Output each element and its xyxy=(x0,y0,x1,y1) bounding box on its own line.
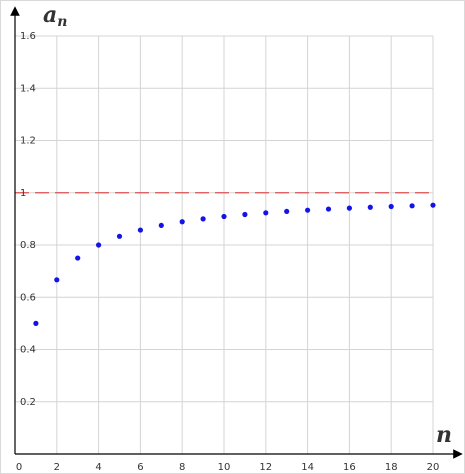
y-axis-label: an xyxy=(43,2,67,30)
data-point-n6 xyxy=(137,227,143,233)
y-tick-label-1.4: 1.4 xyxy=(20,83,36,94)
data-point-n3 xyxy=(75,255,81,261)
x-tick-label-12: 12 xyxy=(259,462,272,473)
data-point-n8 xyxy=(179,219,185,225)
y-tick-label-0.2: 0.2 xyxy=(20,397,36,408)
data-point-n15 xyxy=(325,206,332,212)
y-tick-label-1: 1 xyxy=(20,188,26,199)
data-point-n10 xyxy=(221,213,227,220)
data-point-n17 xyxy=(367,204,373,210)
y-tick-label-1.6: 1.6 xyxy=(20,31,36,42)
data-point-n14 xyxy=(305,207,311,213)
data-point-n9 xyxy=(200,216,206,222)
data-point-n20 xyxy=(430,202,436,208)
data-point-n4 xyxy=(96,242,102,248)
x-tick-label-6: 6 xyxy=(137,462,143,473)
x-tick-label-16: 16 xyxy=(343,462,356,473)
y-tick-label-0.4: 0.4 xyxy=(20,345,36,356)
tick-labels: 0 2 4 6 8 10 12 14 16 18 20 0.2 0.4 0.6 0.8 1 1.2 1.4 1.6 xyxy=(16,31,440,473)
data-point-n12 xyxy=(263,210,269,216)
y-axis-label-main: a xyxy=(43,2,57,28)
x-tick-label-18: 18 xyxy=(385,462,398,473)
x-tick-label-20: 20 xyxy=(427,462,440,473)
x-tick-label-2: 2 xyxy=(54,462,60,473)
data-point-n2 xyxy=(54,277,60,283)
data-points xyxy=(33,202,436,326)
axes xyxy=(10,6,463,459)
y-tick-label-0.6: 0.6 xyxy=(20,292,36,303)
data-point-n16 xyxy=(346,205,352,211)
x-tick-label-0: 0 xyxy=(16,462,22,473)
y-axis-label-sub: n xyxy=(57,14,67,30)
y-tick-label-0.8: 0.8 xyxy=(20,240,36,251)
data-point-n18 xyxy=(388,203,394,210)
data-point-n5 xyxy=(116,233,123,239)
x-tick-label-8: 8 xyxy=(179,462,185,473)
y-tick-label-1.2: 1.2 xyxy=(20,136,36,147)
grid xyxy=(15,35,434,454)
x-axis-label: n xyxy=(436,422,452,448)
data-point-n13 xyxy=(284,208,290,215)
data-point-n11 xyxy=(242,211,248,218)
x-tick-label-14: 14 xyxy=(301,462,314,473)
x-tick-label-10: 10 xyxy=(218,462,231,473)
data-point-n1 xyxy=(33,320,39,326)
data-point-n7 xyxy=(158,222,164,229)
data-point-n19 xyxy=(409,203,415,209)
x-tick-label-4: 4 xyxy=(95,462,101,473)
